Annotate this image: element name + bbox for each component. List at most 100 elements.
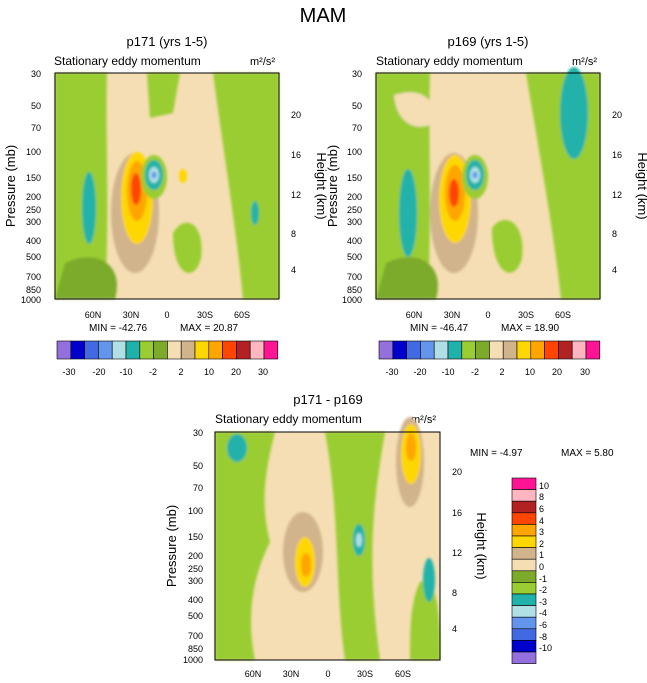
max-label: MAX = 18.90 <box>501 323 560 334</box>
y-tick-label: 850 <box>188 644 203 654</box>
y-axis-right: 20 16 12 8 4 Height (km) <box>612 110 647 275</box>
colorbar-swatch <box>180 340 196 360</box>
red-anomaly <box>449 179 459 207</box>
y-axis-title: Pressure (mb) <box>3 145 18 227</box>
y-tick-label: 500 <box>26 252 41 262</box>
colorbar-vertical: 10 8 6 4 3 2 1 0 -1 -2 -3 -4 -6 -8 -10 <box>511 477 552 664</box>
y-tick-label: 70 <box>352 123 362 133</box>
panel-subtitle: Stationary eddy momentum <box>376 54 523 68</box>
y-tick-label: 400 <box>347 236 362 246</box>
y-right-tick-label: 20 <box>452 467 462 477</box>
teal-top-right <box>560 67 588 159</box>
colorbar-label: 3 <box>539 527 544 537</box>
y-right-tick-label: 4 <box>291 265 296 275</box>
colorbar-label: 6 <box>539 504 544 514</box>
y-right-tick-label: 8 <box>612 229 617 239</box>
colorbar-label: 20 <box>552 367 562 377</box>
plot-frame <box>375 72 601 300</box>
colorbar-label: 30 <box>258 367 268 377</box>
plot-area <box>214 417 441 661</box>
x-tick-label: 0 <box>325 669 330 679</box>
min-label: MIN = -4.97 <box>470 448 523 459</box>
y-right-tick-label: 16 <box>291 150 301 160</box>
colorbar-label: 0 <box>539 562 544 572</box>
panel-title: p171 (yrs 1-5) <box>127 34 208 49</box>
y-axis-title: Pressure (mb) <box>325 145 340 227</box>
colorbar-swatch <box>475 340 490 360</box>
colorbar-swatch <box>511 582 537 595</box>
colorbar-label: 2 <box>178 367 183 377</box>
teal-right <box>251 201 259 225</box>
colorbar-label: -4 <box>539 608 547 618</box>
green-patch-center <box>173 222 202 273</box>
plot-frame <box>54 72 280 300</box>
units-label: m²/s² <box>572 56 597 68</box>
y-tick-label: 70 <box>31 123 41 133</box>
y-tick-label: 700 <box>188 631 203 641</box>
y-tick-label: 300 <box>347 217 362 227</box>
colorbar-label: -2 <box>149 367 157 377</box>
y-axis-left: 30 50 70 100 150 200 250 300 400 500 700… <box>3 69 41 305</box>
max-label: MAX = 20.87 <box>180 323 239 334</box>
colorbar-swatch <box>249 340 265 360</box>
y-right-tick-label: 20 <box>291 110 301 120</box>
colorbar-swatch <box>167 340 182 360</box>
colorbar-label: -1 <box>539 574 547 584</box>
contour-field <box>376 67 600 299</box>
panel-p169: p169 (yrs 1-5) Stationary eddy momentum … <box>325 34 647 334</box>
yellow-dot <box>179 169 187 183</box>
contour-field <box>55 73 279 299</box>
y-right-axis-title: Height (km) <box>314 152 329 219</box>
colorbar-swatch <box>511 628 537 641</box>
green-patch-center <box>492 219 523 273</box>
y-tick-label: 700 <box>347 272 362 282</box>
colorbar-swatch <box>378 340 394 360</box>
colorbar-swatch <box>70 340 85 360</box>
y-right-tick-label: 20 <box>612 110 622 120</box>
blue-core <box>151 171 157 179</box>
max-label: MAX = 5.80 <box>561 448 614 459</box>
x-tick-label: 60S <box>555 310 571 320</box>
colorbar-swatch <box>511 558 537 572</box>
colorbar-label: -10 <box>119 367 132 377</box>
colorbar-label: 10 <box>539 481 549 491</box>
panel-title: p169 (yrs 1-5) <box>448 34 529 49</box>
colorbar-swatch <box>194 340 210 360</box>
y-tick-label: 300 <box>188 576 203 586</box>
x-tick-label: 60N <box>406 310 423 320</box>
panel-p171: p171 (yrs 1-5) Stationary eddy momentum … <box>3 34 329 334</box>
x-tick-label: 60N <box>85 310 102 320</box>
panel-subtitle: Stationary eddy momentum <box>54 54 201 68</box>
colorbar-swatch <box>461 340 476 360</box>
colorbar-swatch <box>511 547 537 560</box>
y-tick-label: 150 <box>188 532 203 542</box>
colorbar-swatch <box>511 605 537 618</box>
colorbar-swatch <box>511 489 537 502</box>
min-label: MIN = -46.47 <box>410 323 469 334</box>
colorbar-swatch <box>585 340 601 360</box>
colorbar-swatch <box>511 535 537 548</box>
x-tick-label: 60N <box>245 669 262 679</box>
y-tick-label: 250 <box>188 564 203 574</box>
orange-anomaly <box>301 553 311 577</box>
green-band-mid <box>147 73 180 118</box>
x-tick-label: 60S <box>395 669 411 679</box>
colorbar-swatch <box>511 477 537 490</box>
colorbar-label: 2 <box>499 367 504 377</box>
y-axis-left: 30 50 70 100 150 200 250 300 400 500 700… <box>164 428 203 665</box>
colorbar-label: 2 <box>539 539 544 549</box>
light-blue-anomaly <box>356 533 362 547</box>
y-tick-label: 250 <box>26 205 41 215</box>
x-tick-label: 30N <box>283 669 300 679</box>
colorbar-swatch <box>502 340 518 360</box>
colorbar-label: 8 <box>539 492 544 502</box>
y-right-tick-label: 4 <box>452 624 457 634</box>
colorbar-label: -20 <box>92 367 105 377</box>
page-title: MAM <box>300 5 347 27</box>
colorbar-swatch <box>433 340 449 360</box>
y-axis-left: 30 50 70 100 150 200 250 300 400 500 700… <box>325 69 362 305</box>
y-axis-right: 20 16 12 8 4 Height (km) <box>291 110 329 275</box>
green-band-left <box>55 73 108 299</box>
x-tick-label: 30S <box>357 669 373 679</box>
